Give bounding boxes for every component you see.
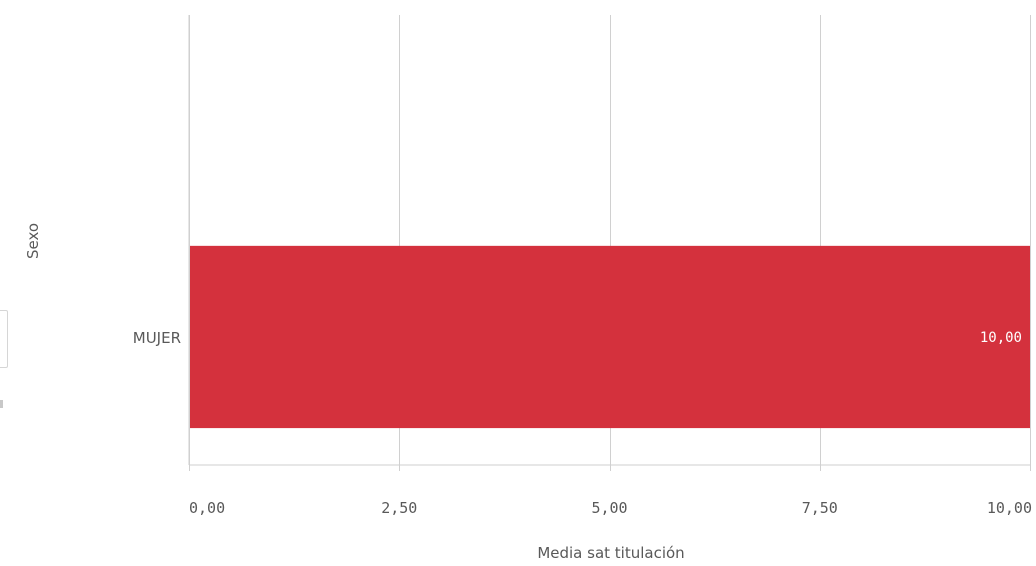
x-tick-label: 0,00	[189, 499, 225, 517]
x-tick-label: 2,50	[381, 499, 417, 517]
x-axis-title: Media sat titulación	[537, 544, 684, 562]
bar-value-label: 10,00	[980, 330, 1022, 346]
category-label: MUJER	[133, 329, 181, 347]
x-tick-label: 7,50	[802, 499, 838, 517]
bar-mujer[interactable]	[190, 245, 1030, 429]
x-tick-label: 10,00	[987, 499, 1032, 517]
x-tick-label: 5,00	[591, 499, 627, 517]
scroll-indicator	[0, 400, 3, 408]
y-axis-title: Sexo	[24, 223, 42, 259]
scroll-handle[interactable]	[0, 310, 8, 368]
